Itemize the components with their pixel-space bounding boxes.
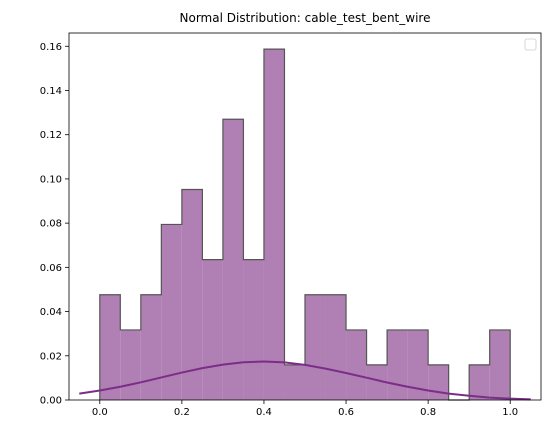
y-tick-label: 0.02 — [40, 351, 62, 362]
histogram-bar — [387, 329, 408, 400]
x-axis-ticks: 0.0 0.2 0.4 0.6 0.8 1.0 — [92, 400, 518, 418]
histogram-bar — [263, 49, 285, 400]
histogram-bar — [325, 294, 347, 400]
histogram-bar — [120, 329, 141, 400]
x-tick-label: 0.8 — [420, 407, 436, 418]
y-tick-label: 0.08 — [40, 219, 62, 230]
histogram-bar — [140, 294, 162, 400]
y-tick-label: 0.12 — [40, 130, 62, 141]
histogram-bar — [161, 224, 182, 400]
histogram-bar — [346, 329, 367, 400]
y-tick-label: 0.06 — [40, 263, 62, 274]
x-tick-label: 0.2 — [174, 407, 190, 418]
histogram-bar — [489, 329, 511, 400]
y-tick-label: 0.04 — [40, 307, 62, 318]
histogram-bar — [243, 259, 264, 400]
y-axis-ticks: 0.00 0.02 0.04 0.06 0.08 0.10 0.12 0.14 0.16 — [40, 42, 69, 407]
legend-box — [524, 38, 537, 51]
histogram-bar — [284, 364, 305, 400]
chart-title: Normal Distribution: cable_test_bent_wir… — [180, 11, 431, 25]
histogram-bar — [181, 189, 203, 400]
x-tick-label: 1.0 — [502, 407, 518, 418]
normal-density-curve — [79, 360, 531, 401]
histogram-bars — [99, 48, 511, 401]
x-tick-label: 0.6 — [338, 407, 354, 418]
y-tick-label: 0.14 — [40, 86, 62, 97]
x-tick-label: 0.4 — [256, 407, 272, 418]
histogram-bar — [99, 294, 121, 400]
histogram-bar — [469, 364, 490, 400]
plot-frame — [68, 32, 542, 401]
x-tick-label: 0.0 — [92, 407, 108, 418]
histogram-bar — [222, 119, 244, 400]
y-tick-label: 0.16 — [40, 42, 62, 53]
histogram-bar — [305, 294, 326, 400]
histogram-outline — [99, 48, 511, 401]
histogram-bar — [428, 364, 449, 400]
histogram-bar — [407, 329, 429, 400]
density-curve-group — [79, 360, 531, 401]
histogram-bar — [366, 364, 388, 400]
y-tick-label: 0.10 — [40, 174, 62, 185]
histogram-bar — [202, 259, 223, 400]
y-tick-label: 0.00 — [40, 396, 62, 407]
